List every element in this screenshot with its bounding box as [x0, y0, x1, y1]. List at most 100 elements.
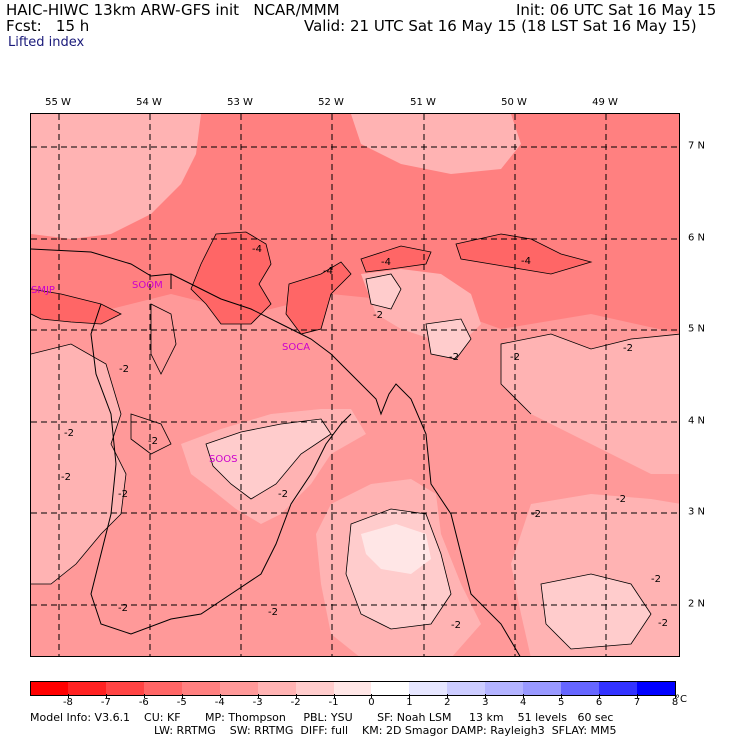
field-name: Lifted index: [8, 35, 85, 50]
title-line: HAIC-HIWC 13km ARW-GFS init NCAR/MMM: [6, 1, 340, 19]
contour-label: -2: [118, 489, 128, 500]
station-soom: SOOM: [132, 280, 163, 291]
contour-label: -2: [623, 343, 633, 354]
model-info-line-2: LW: RRTMG SW: RRTMG DIFF: full KM: 2D Sm…: [154, 724, 617, 737]
graticule: [31, 114, 679, 656]
contour-label: -4: [252, 244, 262, 255]
contour-label: -2: [118, 603, 128, 614]
colorbar-tick-label: 3: [482, 697, 489, 708]
colorbar-tick: [523, 694, 525, 698]
lon-label-53w: 53 W: [227, 97, 253, 108]
contour-line-12: [500, 333, 679, 415]
contour-line-3: [360, 245, 432, 273]
colorbar-tick: [143, 694, 145, 698]
contour-label: -2: [64, 428, 74, 439]
station-soca: SOCA: [282, 342, 310, 353]
map-panel: SMJP SOOM SOCA SOOS -4 -4 -4 -4 -2 -2 -2…: [30, 113, 680, 657]
contours: [31, 231, 679, 650]
colorbar-tick: [371, 694, 373, 698]
contour-line-2: [285, 261, 352, 335]
shade-dark-patch-1: [191, 232, 271, 324]
colorbar-unit: °C: [675, 694, 687, 705]
shade-dark-patch-5: [456, 234, 591, 274]
colorbar-tick-label: 7: [633, 697, 641, 708]
colorbar-tick-label: 1: [406, 697, 413, 708]
contour-label: -2: [268, 607, 278, 618]
colorbar-swatch: [30, 681, 70, 696]
shade-east-light-2: [366, 274, 401, 309]
contour-label: -2: [658, 618, 668, 629]
colorbar-tick-label: -1: [328, 697, 339, 708]
colorbar-swatch: [219, 681, 259, 696]
colorbar-swatch: [143, 681, 183, 696]
lon-label-49w: 49 W: [592, 97, 618, 108]
colorbar-tick-label: 8: [671, 697, 679, 708]
colorbar-swatch: [105, 681, 145, 696]
colorbar-tick: [409, 694, 411, 698]
contour-label: -4: [323, 266, 333, 277]
colorbar-tick: [333, 694, 335, 698]
contour-line-7: [425, 318, 472, 360]
contour-label: -2: [449, 352, 459, 363]
map-canvas: SMJP SOOM SOCA SOOS -4 -4 -4 -4 -2 -2 -2…: [31, 114, 679, 656]
colorbar-swatch: [295, 681, 335, 696]
lon-label-51w: 51 W: [410, 97, 436, 108]
colorbar-tick: [599, 694, 601, 698]
station-smjp: SMJP: [31, 285, 55, 296]
contour-label: -2: [148, 436, 158, 447]
colorbar-tick-label: 6: [595, 697, 603, 708]
contour-label: -2: [119, 364, 129, 375]
colorbar-swatch: [409, 681, 448, 696]
contour-label: -2: [651, 574, 661, 585]
lat-label-5n: 5 N: [688, 323, 706, 335]
colorbar-tick-label: -8: [62, 697, 73, 708]
coastline: [31, 248, 521, 656]
shade-east-light-4: [501, 334, 679, 474]
colorbar-tick-label: -6: [138, 697, 149, 708]
colorbar-tick: [257, 694, 259, 698]
lon-label-54w: 54 W: [136, 97, 162, 108]
colorbar-tick: [675, 694, 676, 698]
colorbar-tick-label: -7: [100, 697, 111, 708]
contour-label: -2: [451, 620, 461, 631]
colorbar-tick: [561, 694, 563, 698]
colorbar-tick: [447, 694, 449, 698]
model-info-line-1: Model Info: V3.6.1 CU: KF MP: Thompson P…: [30, 711, 614, 724]
colorbar-swatch: [257, 681, 297, 696]
contour-line-13: [150, 303, 177, 375]
lon-label-52w: 52 W: [318, 97, 344, 108]
contour-label: -2: [373, 310, 383, 321]
shade-east-light-3: [426, 319, 471, 359]
colorbar-tick: [295, 694, 297, 698]
contour-line-6: [365, 273, 402, 310]
shade-center-palest: [206, 419, 331, 499]
contour-label: -2: [61, 472, 71, 483]
lat-label-7n: 7 N: [688, 140, 706, 152]
colorbar-tick-label: 5: [557, 697, 565, 708]
station-soos: SOOS: [209, 454, 237, 465]
shade-west-light: [31, 344, 126, 584]
colorbar-swatch: [637, 681, 677, 696]
shade-north-light: [351, 114, 521, 174]
colorbar-tick: [105, 694, 107, 698]
init-time: Init: 06 UTC Sat 16 May 15: [516, 1, 717, 19]
contour-line-9: [345, 508, 452, 630]
borders: [31, 248, 521, 656]
contour-label: -4: [381, 257, 391, 268]
lat-label-2n: 2 N: [688, 598, 706, 610]
contour-label: -2: [510, 352, 520, 363]
shade-northwest-light: [31, 114, 201, 239]
shade-north-band: [31, 114, 679, 334]
lat-label-3n: 3 N: [688, 506, 706, 518]
contour-label: -4: [521, 256, 531, 267]
colorbar-swatch: [485, 681, 524, 696]
shade-dark-patch-2: [31, 289, 121, 324]
colorbar-tick-label: 0: [368, 697, 375, 708]
colorbar-swatch: [67, 681, 107, 696]
valid-time: Valid: 21 UTC Sat 16 May 15 (18 LST Sat …: [304, 17, 697, 35]
lat-label-4n: 4 N: [688, 415, 706, 427]
lon-label-50w: 50 W: [501, 97, 527, 108]
colorbar-swatch: [599, 681, 638, 696]
colorbar-tick: [485, 694, 487, 698]
forecast-hour: Fcst: 15 h: [6, 17, 90, 35]
